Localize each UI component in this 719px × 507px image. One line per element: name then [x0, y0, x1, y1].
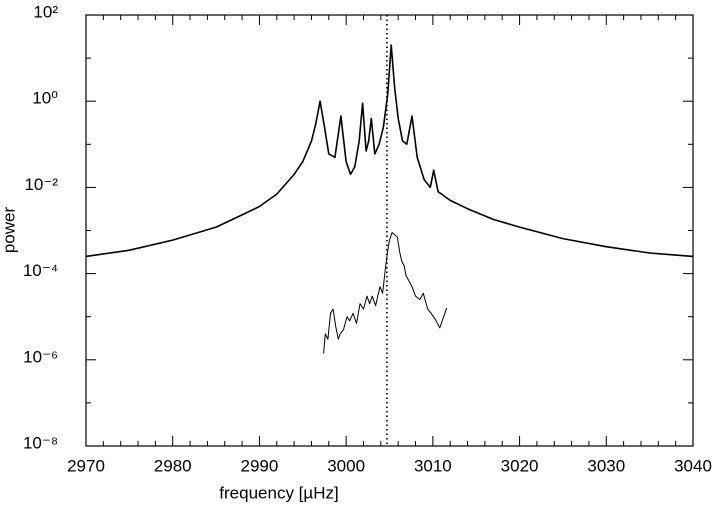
- y-tick-label: 10⁻⁸: [23, 433, 58, 452]
- y-tick-label: 10⁻²: [24, 175, 58, 194]
- y-axis-label: power: [0, 207, 18, 254]
- data-line: [323, 232, 448, 354]
- x-tick-label: 2980: [154, 456, 192, 475]
- x-tick-label: 2990: [241, 456, 279, 475]
- data-line: [85, 44, 694, 258]
- x-tick-label: 3040: [674, 456, 712, 475]
- x-tick-label: 3000: [327, 456, 365, 475]
- x-tick-label: 3010: [414, 456, 452, 475]
- x-tick-label: 3030: [587, 456, 625, 475]
- y-tick-label: 10⁰: [32, 89, 58, 108]
- x-axis-label: frequency [µHz]: [219, 483, 338, 502]
- y-tick-label: 10⁻⁶: [23, 347, 58, 366]
- y-tick-label: 10⁻⁴: [23, 261, 58, 280]
- x-tick-label: 3020: [501, 456, 539, 475]
- y-tick-label: 10²: [33, 2, 58, 21]
- x-tick-label: 2970: [67, 456, 105, 475]
